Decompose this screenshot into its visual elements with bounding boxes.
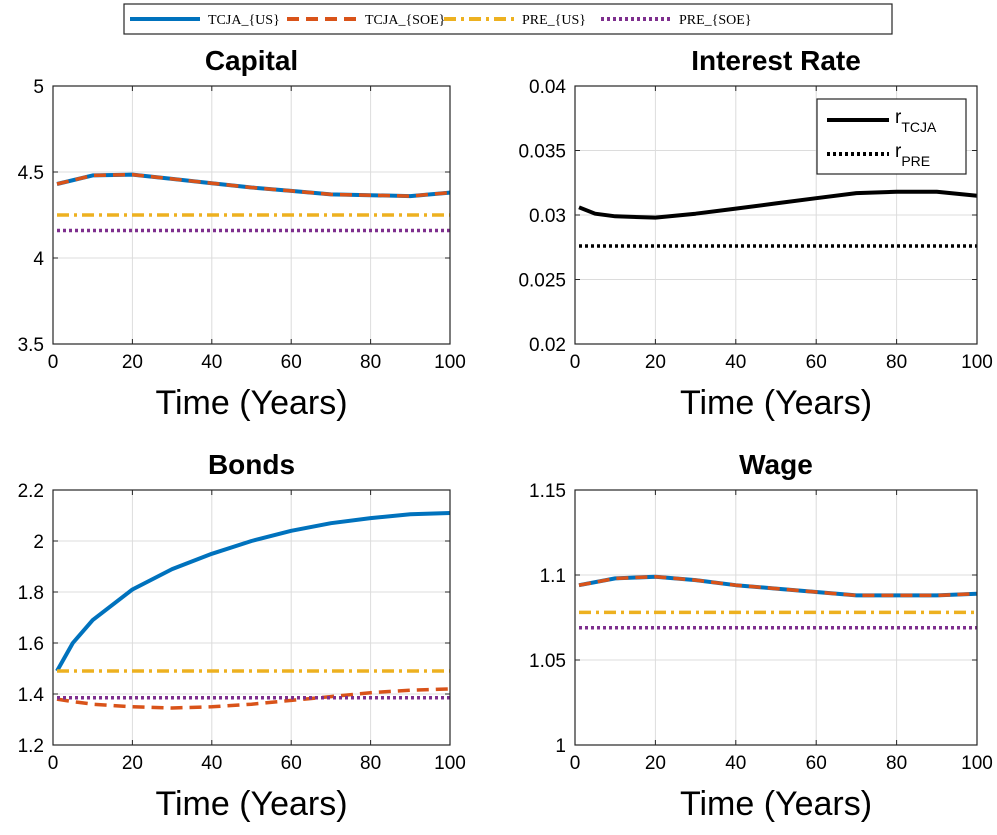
bonds-series-tcja-soe (56, 687, 451, 710)
wage-y-tick-label: 1.05 (529, 651, 566, 672)
capital-panel: 0 20 40 60 80 100 3.5 4 4.5 5 Capital Time (Years) (18, 45, 466, 422)
capital-y-tick-label: 4.5 (18, 163, 44, 184)
wage-plot-area (575, 490, 977, 745)
interest-rate-x-tick-label: 40 (725, 352, 746, 373)
bonds-plot-area (53, 490, 450, 745)
bonds-y-tick-label: 2.2 (18, 481, 44, 502)
bonds-x-tick-label: 80 (360, 753, 381, 774)
capital-x-tick-label: 60 (281, 352, 302, 373)
interest-rate-x-tick-label: 80 (886, 352, 907, 373)
bonds-panel: 0 20 40 60 80 100 1.2 1.4 1.6 1.8 2 2.2 Bonds Time (Y… (18, 449, 466, 823)
wage-title: Wage (739, 449, 813, 480)
capital-y-tick-label: 5 (33, 77, 44, 98)
top-legend: TCJA_{US} TCJA_{SOE} PRE_{US} PRE_{SOE} (123, 3, 893, 35)
interest-rate-inset-legend-subscript: TCJA (901, 119, 937, 135)
wage-x-tick-label: 0 (570, 753, 581, 774)
interest-rate-x-tick-label: 0 (570, 352, 581, 373)
bonds-x-tick-label: 100 (434, 753, 466, 774)
interest-rate-y-tick-label: 0.035 (518, 142, 566, 163)
bonds-y-tick-label: 1.6 (18, 634, 44, 655)
capital-x-tick-label: 0 (48, 352, 59, 373)
wage-y-tick-label: 1.1 (540, 566, 566, 587)
wage-x-tick-label: 40 (725, 753, 746, 774)
capital-x-tick-label: 100 (434, 352, 466, 373)
wage-x-tick-label: 20 (645, 753, 666, 774)
interest-rate-panel: 0 20 40 60 80 100 0.02 0.025 0.03 0.035 0.04 Intere… (518, 45, 992, 422)
legend-label-pre-us: PRE_{US} (522, 13, 586, 28)
capital-x-tick-label: 80 (360, 352, 381, 373)
bonds-x-tick-label: 0 (48, 753, 59, 774)
interest-rate-series-r-tcja (578, 189, 978, 220)
capital-x-tick-label: 40 (201, 352, 222, 373)
legend-label-tcja-us: TCJA_{US} (208, 13, 280, 28)
wage-x-tick-label: 80 (886, 753, 907, 774)
wage-y-tick-label: 1.15 (529, 481, 566, 502)
bonds-x-axis-label: Time (Years) (155, 785, 347, 823)
bonds-x-tick-label: 40 (201, 753, 222, 774)
interest-rate-x-axis-label: Time (Years) (680, 384, 872, 422)
wage-x-axis-label: Time (Years) (680, 785, 872, 823)
capital-x-axis-label: Time (Years) (155, 384, 347, 422)
interest-rate-y-tick-label: 0.03 (529, 206, 566, 227)
legend-label-tcja-soe: TCJA_{SOE} (365, 13, 445, 28)
bonds-x-tick-label: 60 (281, 753, 302, 774)
wage-x-tick-label: 100 (961, 753, 993, 774)
wage-axes-frame (574, 489, 978, 746)
wage-panel: 0 20 40 60 80 100 1 1.05 1.1 1.15 Wage Time (Years) (529, 449, 993, 823)
capital-axes-frame (52, 85, 451, 345)
capital-title: Capital (205, 45, 298, 76)
capital-series-tcja-soe (56, 172, 451, 198)
interest-rate-x-tick-label: 20 (645, 352, 666, 373)
capital-y-tick-label: 4 (33, 249, 44, 270)
capital-x-tick-label: 20 (122, 352, 143, 373)
bonds-y-tick-label: 1.2 (18, 736, 44, 757)
capital-y-tick-label: 3.5 (18, 335, 44, 356)
wage-y-tick-label: 1 (555, 736, 566, 757)
wage-series-tcja-soe (578, 574, 978, 598)
bonds-y-tick-label: 1.8 (18, 583, 44, 604)
bonds-y-tick-label: 1.4 (18, 685, 45, 706)
interest-rate-title: Interest Rate (691, 45, 861, 76)
bonds-title: Bonds (208, 449, 295, 480)
interest-rate-y-tick-label: 0.02 (529, 335, 566, 356)
interest-rate-y-tick-label: 0.04 (529, 77, 566, 98)
legend-label-pre-soe: PRE_{SOE} (679, 13, 752, 28)
interest-rate-inset-legend-label-pre: rPRE (895, 141, 930, 169)
bonds-x-tick-label: 20 (122, 753, 143, 774)
bonds-axes-frame (52, 489, 451, 746)
bonds-y-tick-label: 2 (33, 532, 44, 553)
wage-x-tick-label: 60 (806, 753, 827, 774)
interest-rate-inset-legend-box (816, 98, 967, 175)
interest-rate-inset-legend-subscript: PRE (901, 153, 930, 169)
interest-rate-x-tick-label: 100 (961, 352, 993, 373)
interest-rate-x-tick-label: 60 (806, 352, 827, 373)
bonds-series-tcja-us (55, 511, 451, 672)
interest-rate-y-tick-label: 0.025 (518, 271, 566, 292)
